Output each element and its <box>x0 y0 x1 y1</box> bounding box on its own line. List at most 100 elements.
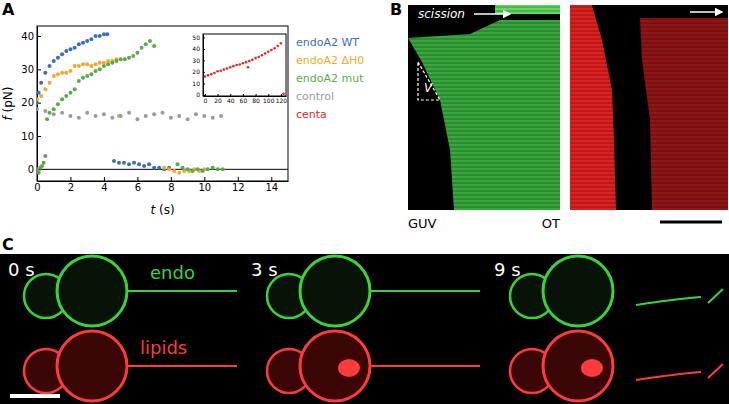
scan-line <box>408 198 560 199</box>
scan-line <box>408 178 560 179</box>
point <box>56 102 60 106</box>
scan-line <box>408 202 560 203</box>
scan-line <box>570 102 728 103</box>
scan-line <box>408 34 560 35</box>
point <box>37 171 41 175</box>
point <box>81 76 85 80</box>
x-tick: 4 <box>101 177 107 193</box>
point <box>73 87 77 91</box>
scan-line <box>408 186 560 187</box>
point <box>81 41 85 45</box>
vesicle <box>543 331 613 401</box>
point <box>85 111 89 115</box>
scan-line <box>570 178 728 179</box>
time-label: 3 s <box>251 259 278 280</box>
y-tick-mark <box>37 69 41 70</box>
point <box>56 56 60 60</box>
scan-line <box>408 110 560 111</box>
point <box>251 59 254 62</box>
point <box>52 74 56 78</box>
x-tick-label: 80 <box>252 97 260 104</box>
scan-line <box>570 194 728 195</box>
scale-bar <box>660 221 722 224</box>
point <box>105 32 109 36</box>
point <box>140 46 144 50</box>
x-tick-label: 120 <box>276 97 288 104</box>
scan-line <box>408 138 560 139</box>
point <box>98 61 102 65</box>
x-tick-mark <box>204 177 205 181</box>
scan-line <box>570 54 728 55</box>
point <box>186 167 190 171</box>
point <box>204 75 207 78</box>
point <box>110 116 114 120</box>
legend: endoA2 WTendoA2 ΔH0endoA2 mutcontrolcent… <box>296 36 364 121</box>
scan-line <box>570 138 728 139</box>
y-tick-label: 30 <box>21 64 34 75</box>
legend-entry: endoA2 ΔH0 <box>296 54 364 67</box>
scan-line <box>570 142 728 143</box>
scan-line <box>570 6 728 7</box>
point <box>68 114 72 118</box>
point <box>152 44 156 48</box>
point <box>52 107 56 111</box>
point <box>147 162 151 166</box>
point <box>52 59 56 63</box>
point <box>157 166 161 170</box>
point <box>270 49 273 52</box>
y-tick-mark <box>37 136 41 137</box>
x-tick-label: 8 <box>168 182 174 193</box>
point <box>247 66 250 69</box>
x-tick-label: 2 <box>68 182 74 193</box>
velocity-label: V <box>424 81 433 95</box>
point <box>37 97 39 101</box>
series <box>37 57 206 174</box>
point <box>64 71 68 75</box>
point <box>137 162 141 166</box>
y-tick-label: 20 <box>21 97 34 108</box>
x-tick: 10 <box>198 177 211 193</box>
x-tick-mark <box>238 177 239 181</box>
membrane-tube <box>127 365 237 367</box>
scan-line <box>570 70 728 71</box>
point <box>48 64 52 68</box>
y-tick: 30 <box>21 64 41 75</box>
scan-line <box>570 106 728 107</box>
point <box>37 107 39 111</box>
point <box>73 64 77 68</box>
x-tick-label: 12 <box>232 182 245 193</box>
scan-line <box>570 30 728 31</box>
scan-line <box>570 118 728 119</box>
scan-line <box>408 62 560 63</box>
scan-line <box>408 118 560 119</box>
point <box>77 116 81 120</box>
point <box>219 69 222 72</box>
point <box>202 114 206 118</box>
point <box>42 161 46 165</box>
scan-line <box>570 90 728 91</box>
scission-arrow <box>690 11 722 13</box>
point <box>206 167 210 171</box>
point <box>229 66 232 69</box>
point <box>39 94 43 98</box>
scan-line <box>570 134 728 135</box>
scan-line <box>408 42 560 43</box>
scan-line <box>570 174 728 175</box>
scan-line <box>570 198 728 199</box>
scan-line <box>570 202 728 203</box>
point <box>226 67 229 70</box>
point <box>37 91 41 95</box>
scan-line <box>408 58 560 59</box>
scan-line <box>570 18 728 19</box>
scan-line <box>570 170 728 171</box>
scan-line <box>570 182 728 183</box>
scan-line <box>408 154 560 155</box>
x-tick-mark <box>104 177 105 181</box>
x-tick-label: 0 <box>34 182 40 193</box>
scan-line <box>408 134 560 135</box>
point <box>39 81 43 85</box>
point <box>232 65 235 68</box>
plot-frame <box>203 34 286 96</box>
x-tick-label: 4 <box>101 182 107 193</box>
scan-line <box>408 182 560 183</box>
